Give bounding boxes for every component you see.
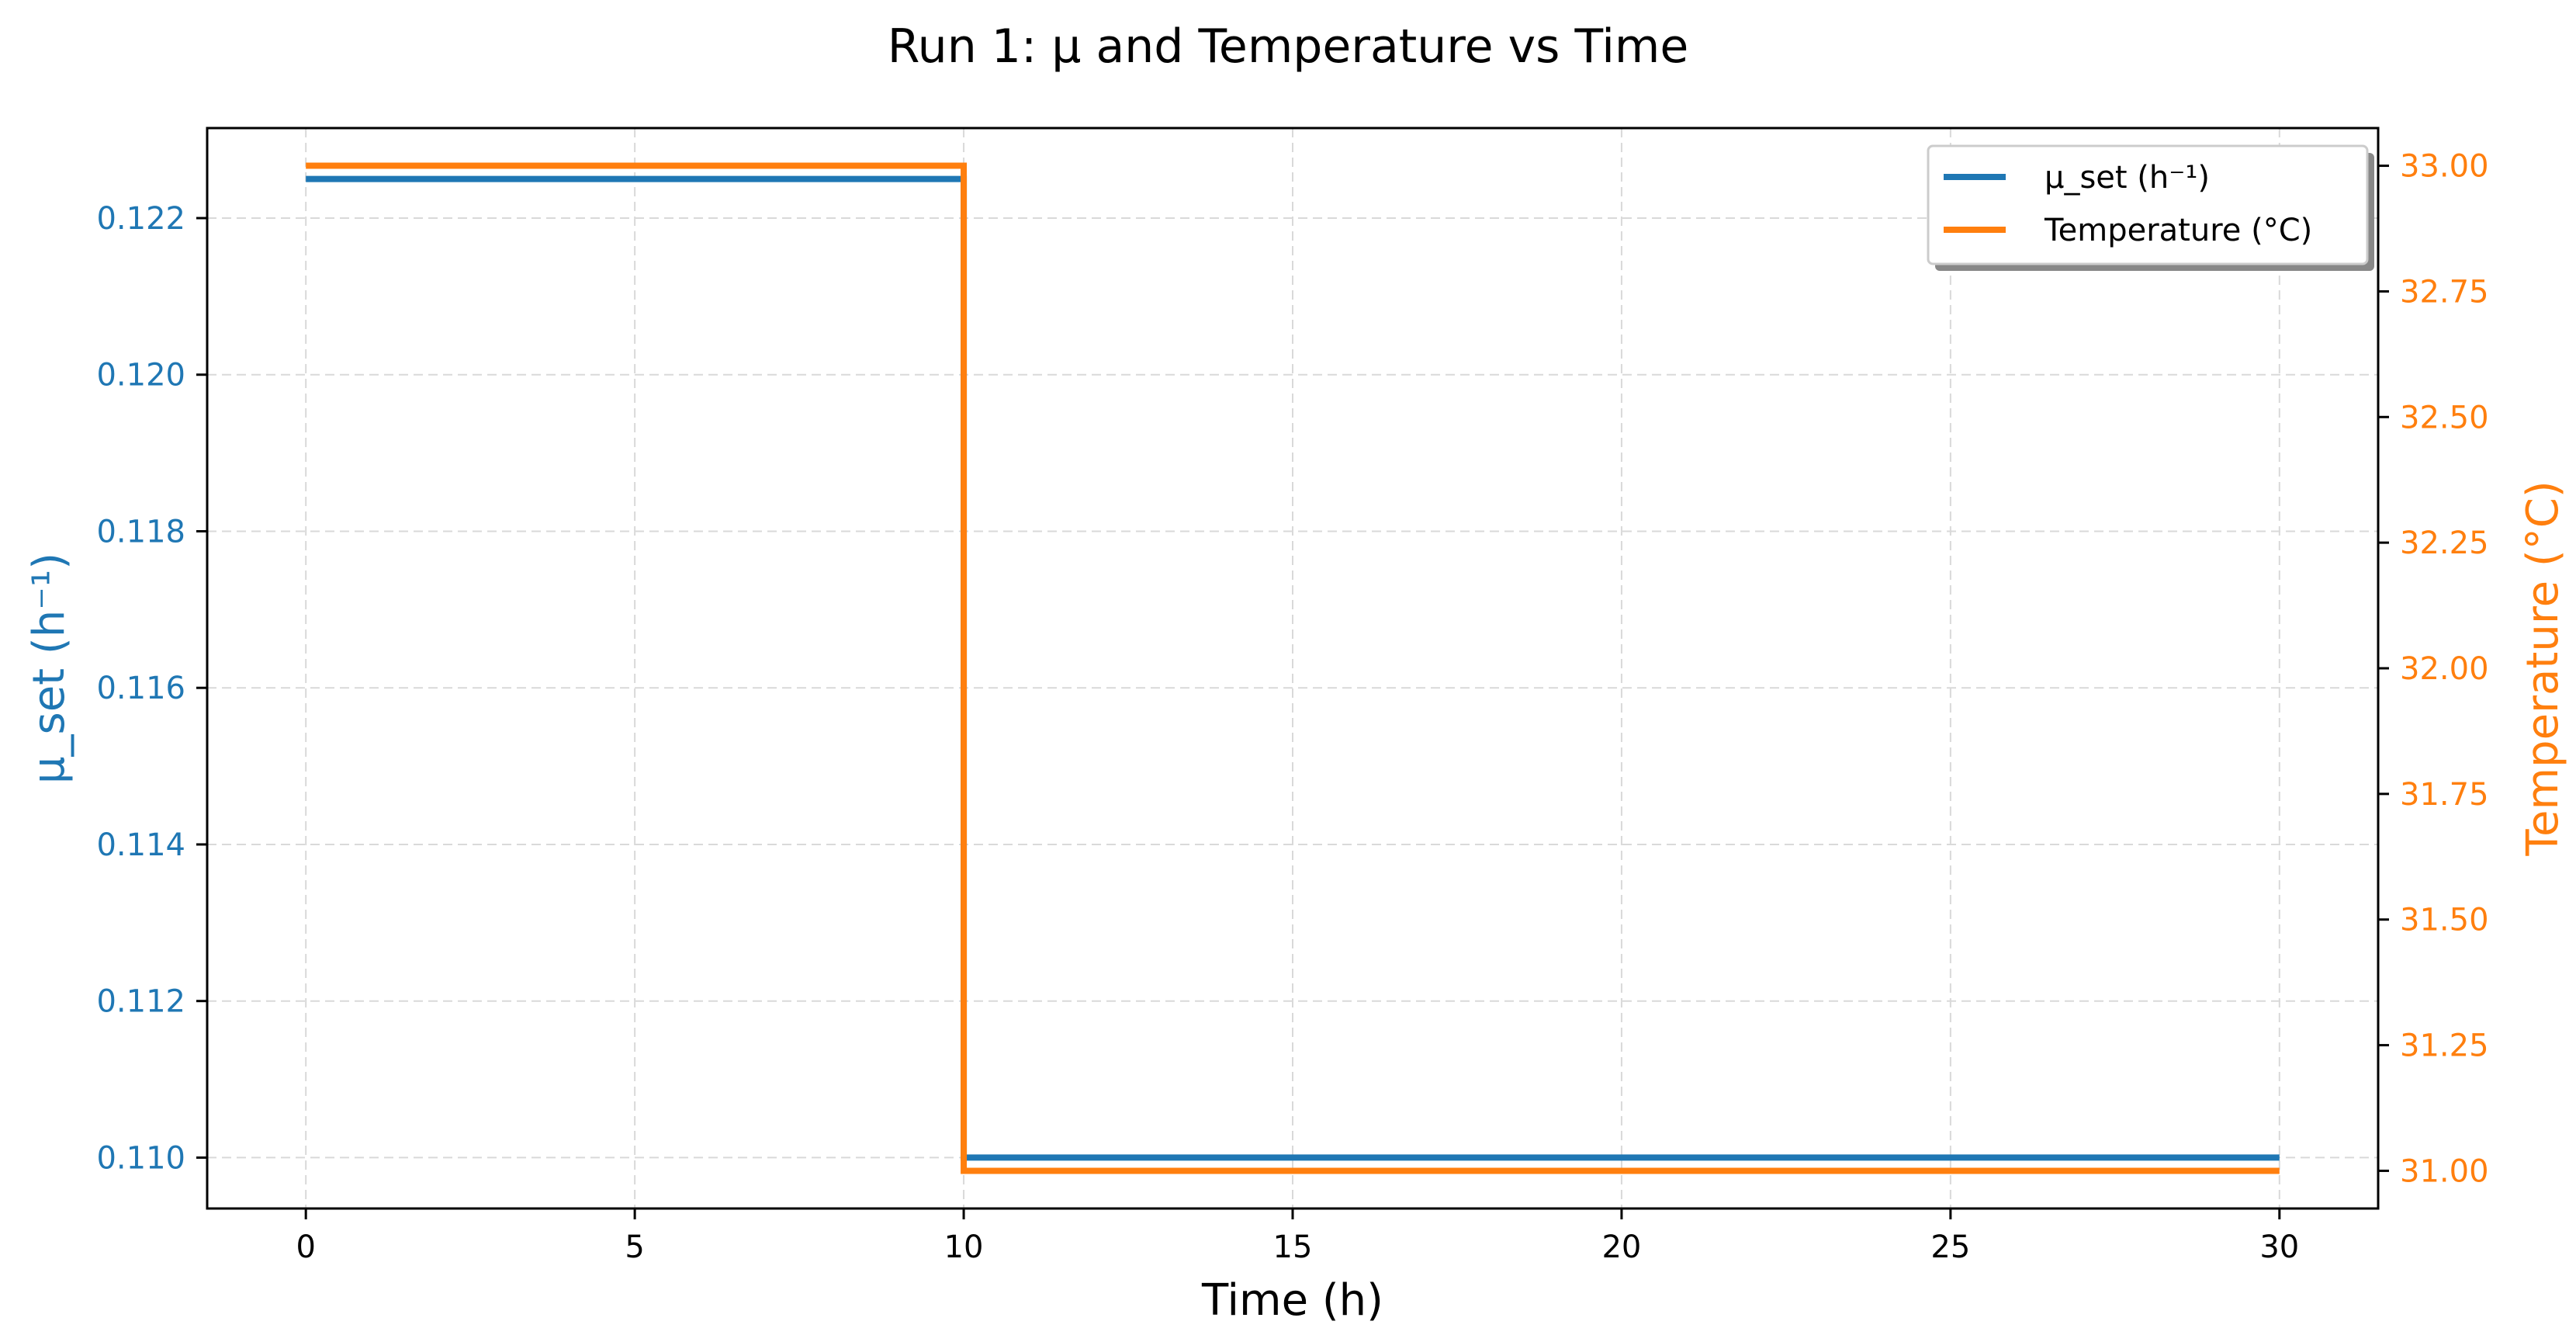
legend-box — [1927, 144, 2369, 265]
y-right-tick-label: 31.00 — [2400, 1153, 2489, 1189]
y-right-tick-label: 31.50 — [2400, 903, 2489, 938]
y-left-tick-label: 0.112 — [96, 984, 185, 1020]
y-axis-left-label: μ_set (h⁻¹) — [24, 553, 74, 784]
chart-title: Run 1: μ and Temperature vs Time — [888, 19, 1689, 74]
x-axis-label: Time (h) — [1201, 1275, 1383, 1326]
y-left-tick-label: 0.120 — [96, 358, 185, 394]
x-tick-label: 30 — [2259, 1229, 2299, 1265]
y-axis-right: 31.00 31.25 31.50 31.75 32.00 32.25 32.50 32.75… — [2378, 149, 2489, 1189]
y-right-tick-label: 31.75 — [2400, 777, 2489, 813]
y-right-tick-label: 33.00 — [2400, 149, 2489, 185]
x-tick-label: 0 — [296, 1229, 315, 1265]
legend: μ_set (h⁻¹) Temperature (°C) — [1927, 144, 2374, 271]
temperature-line — [306, 162, 2280, 1174]
y-right-tick-label: 32.25 — [2400, 525, 2489, 561]
y-axis-right-label: Temperature (°C) — [2518, 480, 2568, 856]
y-right-tick-label: 32.75 — [2400, 274, 2489, 310]
x-tick-label: 25 — [1930, 1229, 1970, 1265]
x-tick-label: 20 — [1601, 1229, 1641, 1265]
legend-label: Temperature (°C) — [2044, 213, 2312, 248]
y-left-tick-label: 0.116 — [96, 671, 185, 706]
legend-label: μ_set (h⁻¹) — [2045, 160, 2210, 196]
y-left-tick-label: 0.110 — [96, 1140, 185, 1176]
x-tick-label: 15 — [1273, 1229, 1313, 1265]
y-left-tick-label: 0.118 — [96, 514, 185, 550]
y-left-tick-label: 0.122 — [96, 201, 185, 237]
x-tick-label: 5 — [625, 1229, 644, 1265]
y-left-tick-label: 0.114 — [96, 827, 185, 863]
x-axis: 0 5 10 15 20 25 30 — [296, 1208, 2299, 1265]
x-tick-label: 10 — [944, 1229, 984, 1265]
series-layer — [306, 162, 2280, 1174]
y-right-tick-label: 31.25 — [2400, 1028, 2489, 1064]
y-right-tick-label: 32.50 — [2400, 400, 2489, 435]
grid — [207, 128, 2378, 1208]
y-axis-left: 0.110 0.112 0.114 0.116 0.118 0.120 0.122 — [96, 201, 207, 1176]
y-right-tick-label: 32.00 — [2400, 651, 2489, 687]
